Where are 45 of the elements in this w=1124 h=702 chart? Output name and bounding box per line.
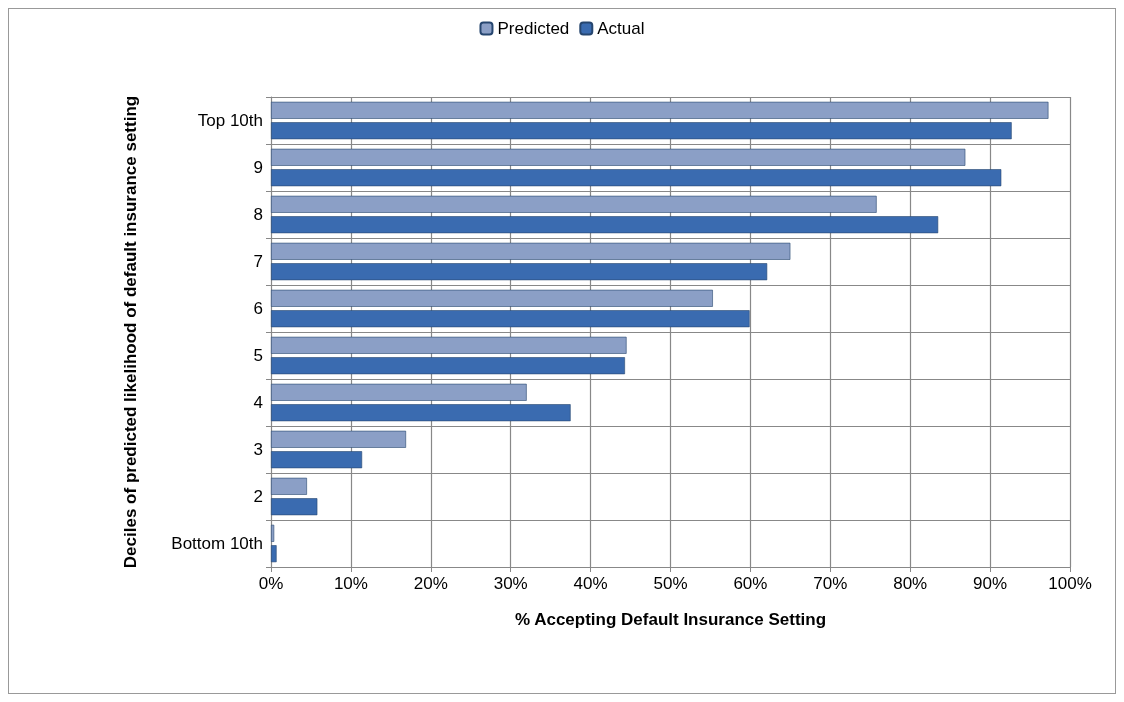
x-tick-label: 30%	[493, 574, 528, 593]
x-tick-label: 70%	[813, 574, 848, 593]
bar	[271, 498, 318, 516]
y-tick-label: 8	[253, 205, 263, 224]
legend-label: Actual	[597, 19, 645, 38]
bar	[271, 451, 363, 469]
x-tick-label: 10%	[333, 574, 368, 593]
bar	[271, 404, 571, 422]
bar	[271, 524, 275, 542]
y-tick-label: 2	[253, 487, 263, 506]
x-axis-title: % Accepting Default Insurance Setting	[514, 610, 827, 629]
bar	[271, 148, 966, 166]
bar	[271, 101, 1049, 119]
y-axis-title: Deciles of predicted likelihood of default insurance setting	[120, 95, 140, 569]
bar	[271, 195, 877, 213]
y-tick-label: 7	[253, 252, 263, 271]
x-tick-label: 90%	[973, 574, 1008, 593]
bar	[271, 169, 1002, 187]
bar	[271, 336, 627, 354]
bar	[271, 310, 750, 328]
y-tick-label: 6	[253, 299, 263, 318]
bar	[271, 357, 625, 375]
y-tick-label: 9	[253, 158, 263, 177]
y-tick-label: Bottom 10th	[171, 534, 263, 553]
bar	[271, 263, 768, 281]
x-tick-label: 80%	[893, 574, 928, 593]
bar	[271, 383, 527, 401]
y-tick-label: Top 10th	[197, 111, 263, 130]
bar	[271, 545, 277, 563]
x-tick-label: 100%	[1048, 574, 1092, 593]
bar	[271, 216, 939, 234]
x-tick-label: 40%	[573, 574, 608, 593]
x-tick-label: 20%	[413, 574, 448, 593]
y-tick-label: 3	[253, 440, 263, 459]
legend-label: Predicted	[497, 19, 570, 38]
y-tick-label: 5	[253, 346, 263, 365]
bar	[271, 430, 407, 448]
y-tick-label: 4	[253, 393, 263, 412]
bar	[271, 477, 307, 495]
bar	[271, 242, 791, 260]
bar	[271, 122, 1012, 140]
bar	[271, 289, 713, 307]
x-tick-label: 50%	[653, 574, 688, 593]
x-tick-label: 0%	[258, 574, 284, 593]
x-tick-label: 60%	[733, 574, 768, 593]
